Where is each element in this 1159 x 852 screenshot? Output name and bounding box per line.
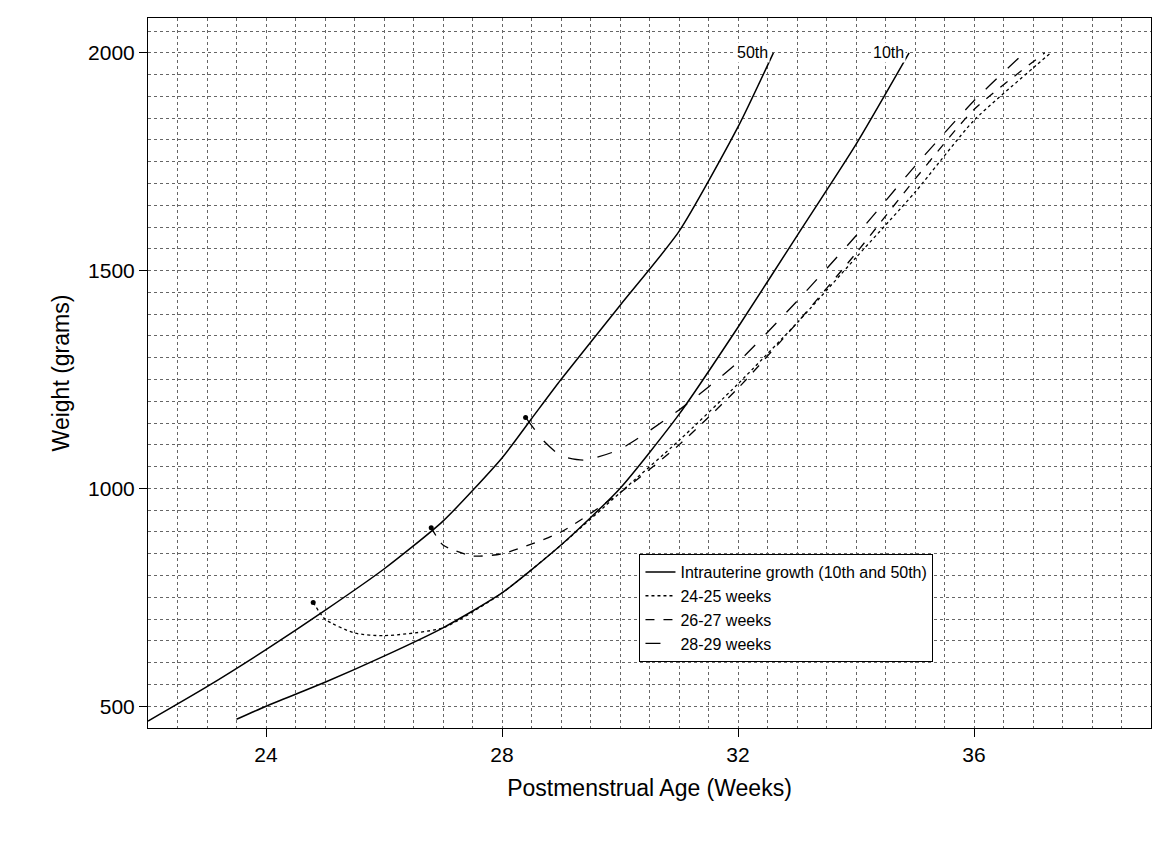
- svg-text:Weight (grams): Weight (grams): [48, 295, 74, 452]
- svg-text:26-27 weeks: 26-27 weeks: [680, 612, 771, 629]
- svg-text:36: 36: [962, 743, 985, 766]
- svg-text:500: 500: [100, 695, 135, 718]
- svg-text:24-25 weeks: 24-25 weeks: [680, 588, 771, 605]
- svg-text:1000: 1000: [88, 477, 135, 500]
- svg-text:Postmenstrual Age (Weeks): Postmenstrual Age (Weeks): [507, 775, 792, 801]
- svg-text:1500: 1500: [88, 259, 135, 282]
- svg-text:28: 28: [490, 743, 513, 766]
- svg-text:10th: 10th: [873, 44, 904, 61]
- svg-text:32: 32: [726, 743, 749, 766]
- svg-text:28-29 weeks: 28-29 weeks: [680, 636, 771, 653]
- svg-text:50th: 50th: [737, 44, 768, 61]
- svg-text:2000: 2000: [88, 41, 135, 64]
- svg-text:Intrauterine growth (10th and: Intrauterine growth (10th and 50th): [680, 564, 926, 581]
- svg-text:24: 24: [254, 743, 278, 766]
